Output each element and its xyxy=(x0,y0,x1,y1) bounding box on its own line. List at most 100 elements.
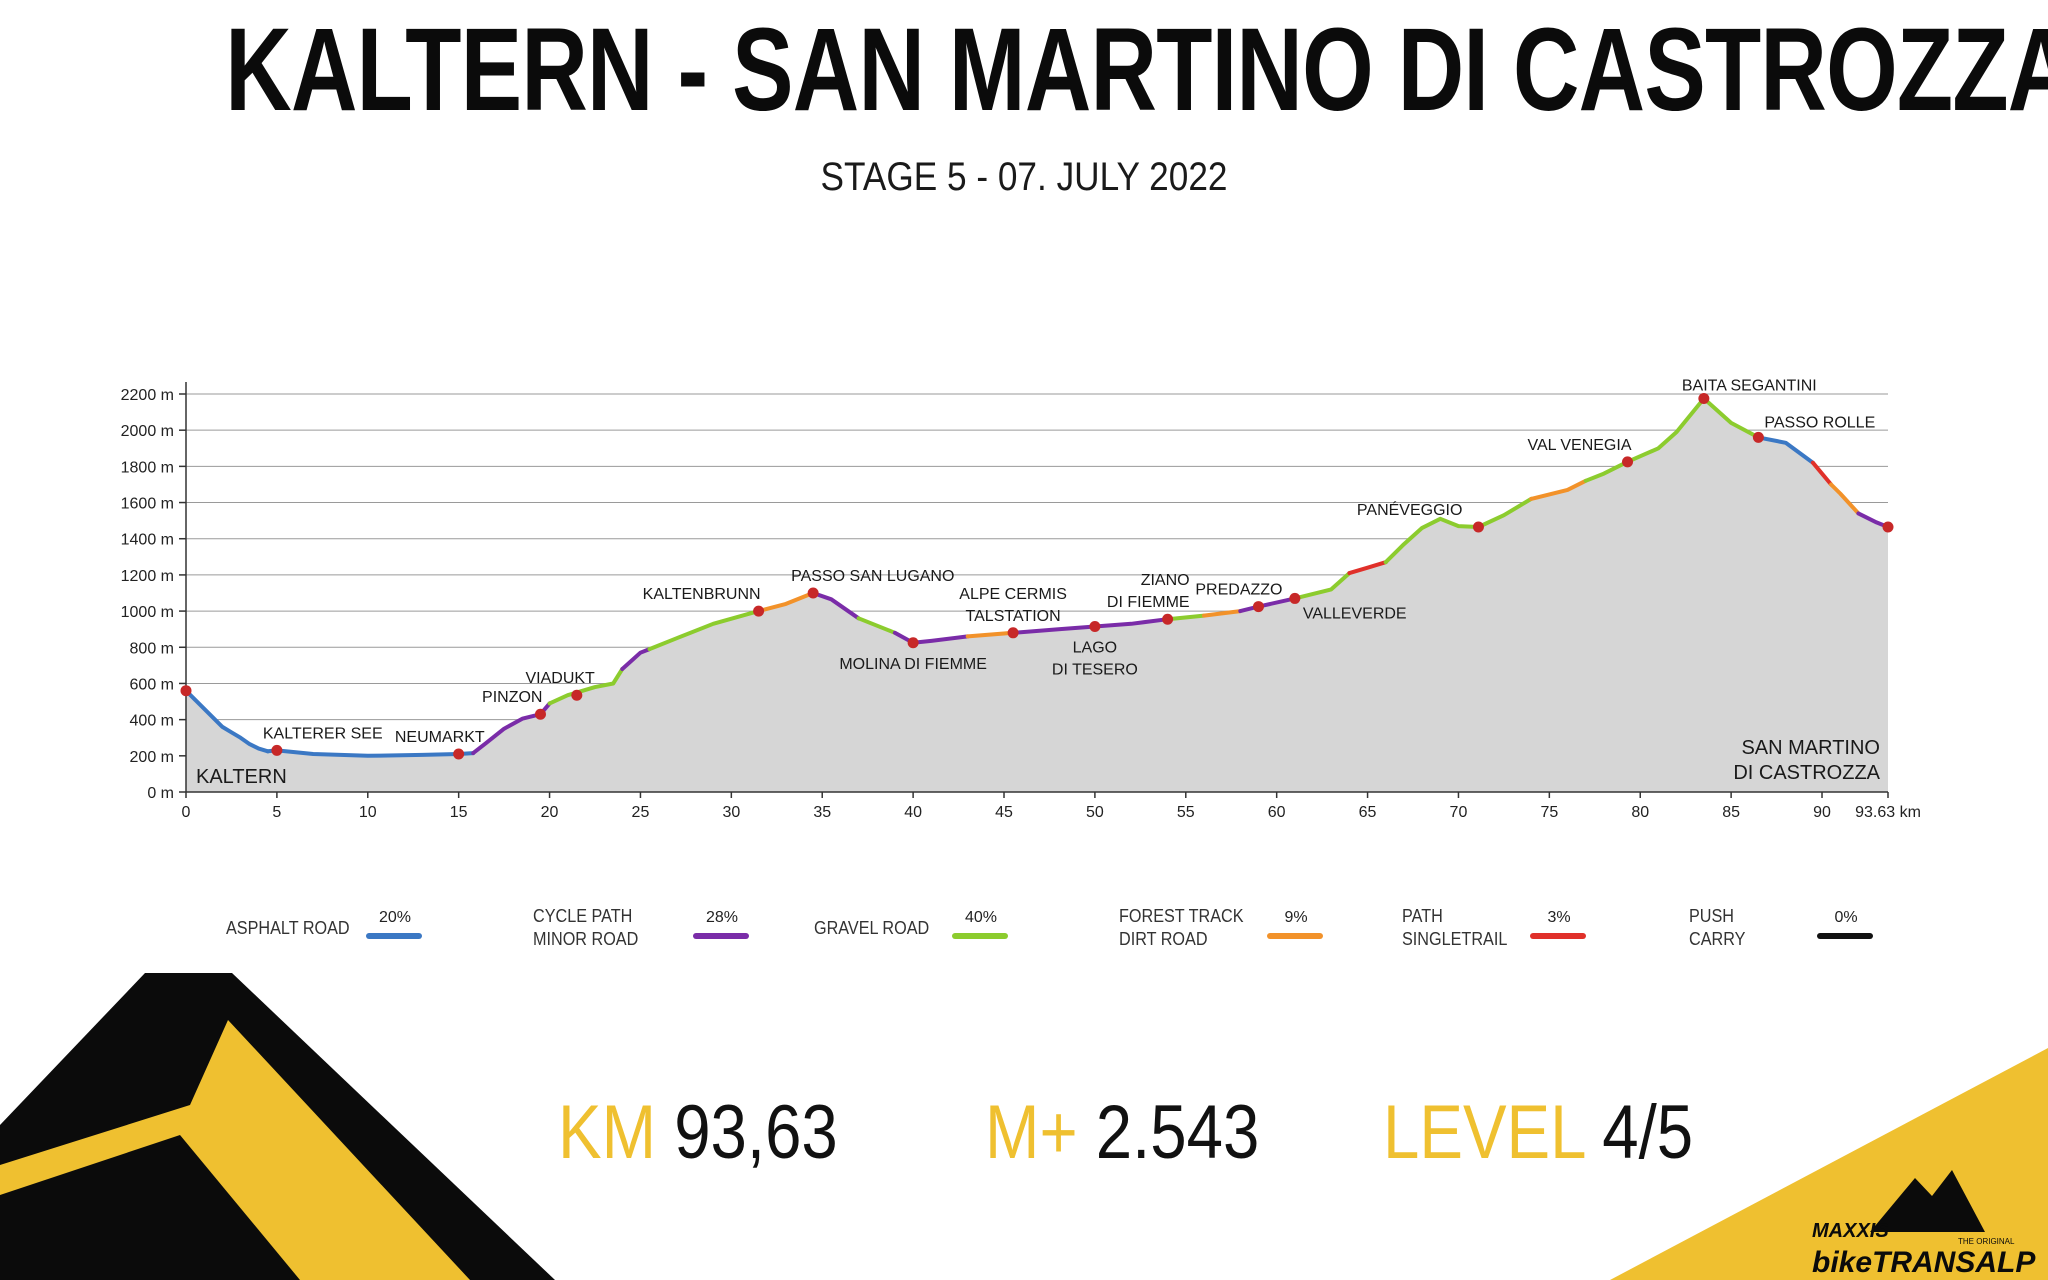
waypoint-label: KALTENBRUNN xyxy=(643,586,761,603)
x-tick-label: 10 xyxy=(359,804,377,821)
waypoint-marker xyxy=(907,637,919,649)
x-tick-label: 20 xyxy=(541,804,559,821)
x-tick-label: 35 xyxy=(813,804,831,821)
legend-label: CYCLE PATH MINOR ROAD xyxy=(533,906,639,949)
x-tick-label: 60 xyxy=(1268,804,1286,821)
x-tick-label: 45 xyxy=(995,804,1013,821)
waypoint-label: KALTERN xyxy=(196,766,287,788)
x-tick-label: 93.63 km xyxy=(1855,804,1921,821)
waypoint-label: PINZON xyxy=(482,689,542,706)
legend-swatch xyxy=(952,933,1008,939)
waypoint-marker xyxy=(1089,620,1101,632)
chart-waypoints: KALTERN KALTERER SEE NEUMARKT PINZON VIADUKT… xyxy=(180,378,1894,788)
surface-segment xyxy=(892,630,970,645)
logo-text-bottom: bikeTRANSALP xyxy=(1812,1246,2036,1279)
x-tick-label: 65 xyxy=(1359,804,1377,821)
page-title: KALTERN - SAN MARTINO DI CASTROZZA xyxy=(225,4,2048,136)
x-tick-label: 40 xyxy=(904,804,922,821)
legend-percent: 28% xyxy=(705,909,739,926)
surface-segment xyxy=(1165,613,1206,622)
surface-segment xyxy=(1347,560,1388,576)
stat-distance-key: KM xyxy=(558,1090,657,1175)
legend-swatch xyxy=(693,933,749,939)
surface-segment xyxy=(965,630,1016,639)
chart-grid xyxy=(186,393,1888,757)
y-tick-label: 2000 m xyxy=(121,423,174,440)
waypoint-label: MOLINA DI FIEMME xyxy=(839,656,987,673)
waypoint-marker xyxy=(1752,431,1764,443)
surface-segment xyxy=(1292,571,1352,601)
y-tick-label: 1000 m xyxy=(121,604,174,621)
x-tick-label: 25 xyxy=(632,804,650,821)
legend-label: FOREST TRACK DIRT ROAD xyxy=(1119,906,1244,949)
mountain-left-yellow xyxy=(0,1020,470,1280)
y-tick-label: 1800 m xyxy=(121,459,174,476)
mountain-left-black-inner xyxy=(0,1135,300,1280)
y-tick-label: 800 m xyxy=(130,640,174,657)
stat-level: LEVEL 4/5 xyxy=(1383,1088,1693,1178)
elevation-profile-chart: 0 m 200 m 400 m 600 m 800 m 1000 m 1200 m 1400 … xyxy=(121,378,1921,821)
x-tick-label: 30 xyxy=(722,804,740,821)
logo: MAXXIS THE ORIGINAL bikeTRANSALP xyxy=(1812,1170,2036,1279)
waypoint-label: VIADUKT xyxy=(525,670,595,687)
x-tick-label: 90 xyxy=(1813,804,1831,821)
waypoint-marker xyxy=(1007,627,1019,639)
x-tick-label: 0 xyxy=(182,804,191,821)
legend-percent: 0% xyxy=(1834,909,1858,926)
legend-percent: 40% xyxy=(964,909,998,926)
legend-percent: 3% xyxy=(1547,909,1571,926)
waypoint-label: PASSO ROLLE xyxy=(1764,414,1875,431)
logo-mountain-icon xyxy=(1870,1170,1985,1232)
y-tick-label: 0 m xyxy=(147,785,174,802)
surface-segment xyxy=(184,688,270,754)
legend-percent: 9% xyxy=(1284,909,1308,926)
surface-segment xyxy=(811,591,861,621)
surface-legend: ASPHALT ROAD 20% CYCLE PATH MINOR ROAD 28% G… xyxy=(0,895,2048,965)
y-tick-label: 600 m xyxy=(130,676,174,693)
surface-segment xyxy=(647,609,761,652)
legend-swatch xyxy=(1817,933,1873,939)
stat-level-value: 4/5 xyxy=(1602,1090,1694,1175)
waypoint-label: PANÉVEGGIO xyxy=(1357,500,1463,519)
legend-label: ASPHALT ROAD xyxy=(226,918,350,938)
legend-swatch xyxy=(1267,933,1323,939)
surface-segment xyxy=(756,591,816,614)
y-tick-label: 1400 m xyxy=(121,532,174,549)
y-tick-label: 1600 m xyxy=(121,496,174,513)
mountain-left-black xyxy=(0,973,555,1280)
waypoint-label: ALPE CERMIS TALSTATION xyxy=(959,586,1067,625)
stat-climb-key: M+ xyxy=(985,1090,1078,1175)
y-tick-label: 1200 m xyxy=(121,568,174,585)
waypoint-marker xyxy=(180,685,192,697)
legend-percent: 20% xyxy=(378,909,412,926)
waypoint-marker xyxy=(271,744,283,756)
x-tick-label: 15 xyxy=(450,804,468,821)
waypoint-label: KALTERER SEE xyxy=(263,725,383,742)
y-tick-label: 400 m xyxy=(130,713,174,730)
waypoint-marker xyxy=(1252,601,1264,613)
stat-distance: KM 93,63 xyxy=(558,1088,838,1178)
waypoint-marker xyxy=(1882,521,1894,533)
y-tick-label: 200 m xyxy=(130,749,174,766)
waypoint-label: PREDAZZO xyxy=(1195,582,1282,599)
x-tick-label: 75 xyxy=(1540,804,1558,821)
waypoint-label: NEUMARKT xyxy=(395,729,485,746)
surface-segment xyxy=(1829,482,1861,516)
waypoint-marker xyxy=(453,748,465,760)
logo-text-top: MAXXIS xyxy=(1812,1220,1889,1242)
waypoint-marker xyxy=(1472,521,1484,533)
waypoint-label: PASSO SAN LUGANO xyxy=(791,568,954,585)
stat-distance-value: 93,63 xyxy=(674,1090,838,1175)
surface-segment xyxy=(1583,396,1761,483)
waypoint-label: LAGO DI TESERO xyxy=(1052,639,1138,678)
legend-swatch xyxy=(1530,933,1586,939)
surface-segment xyxy=(547,667,625,706)
waypoint-label: VALLEVERDE xyxy=(1303,605,1407,622)
waypoint-label: SAN MARTINO DI CASTROZZA xyxy=(1733,737,1880,784)
waypoint-marker xyxy=(753,605,765,617)
page-subtitle: STAGE 5 - 07. JULY 2022 xyxy=(820,155,1228,199)
y-tick-label: 2200 m xyxy=(121,387,174,404)
legend-label: GRAVEL ROAD xyxy=(814,918,930,938)
waypoint-marker xyxy=(807,587,819,599)
stat-climb: M+ 2.543 xyxy=(985,1088,1259,1178)
